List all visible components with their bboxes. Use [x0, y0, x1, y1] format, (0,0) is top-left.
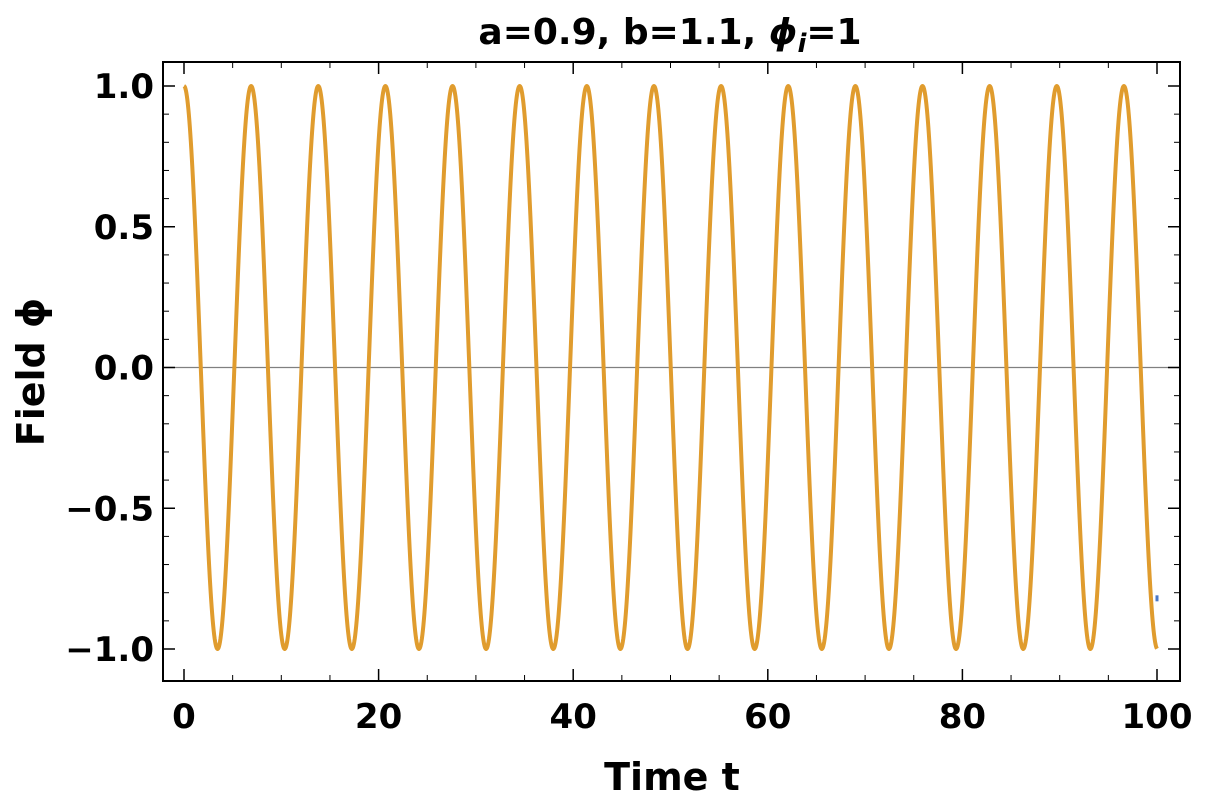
chart-title-suffix: =1: [806, 12, 861, 53]
chart-title-symbol: ϕ: [769, 12, 798, 53]
chart-title: a=0.9, b=1.1, ϕi=1: [478, 12, 861, 59]
x-axis-ticks: 0 20 40 60 80 100: [172, 62, 1192, 737]
x-tick-label: 40: [550, 697, 597, 737]
y-tick-label: 0.5: [94, 208, 154, 248]
x-tick-label: 0: [172, 697, 196, 737]
chart-title-subscript: i: [797, 29, 807, 59]
y-tick-label: −0.5: [65, 489, 154, 529]
x-tick-label: 80: [939, 697, 986, 737]
plot-frame: [162, 61, 1181, 682]
x-tick-label: 20: [355, 697, 402, 737]
y-axis-title: Field ϕ: [9, 298, 53, 446]
series-line-0: [182, 84, 1159, 651]
x-tick-label: 60: [744, 697, 791, 737]
chart-title-prefix: a=0.9, b=1.1,: [478, 12, 768, 53]
x-tick-label: 100: [1122, 697, 1193, 737]
x-axis-title: Time t: [604, 755, 740, 799]
y-tick-label: 1.0: [94, 67, 154, 107]
y-tick-label: −1.0: [65, 630, 154, 670]
y-tick-label: 0.0: [94, 349, 154, 389]
y-axis-ticks: −1.0 −0.5 0.0 0.5 1.0: [65, 67, 1180, 670]
series-layer: [182, 84, 1159, 651]
